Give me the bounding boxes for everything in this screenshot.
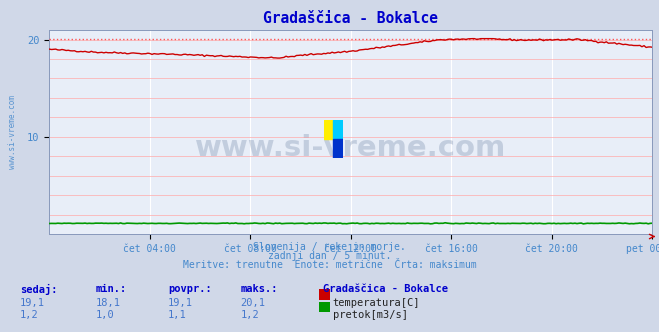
- Text: temperatura[C]: temperatura[C]: [333, 298, 420, 308]
- Text: povpr.:: povpr.:: [168, 284, 212, 294]
- Text: 1,2: 1,2: [241, 310, 259, 320]
- Text: maks.:: maks.:: [241, 284, 278, 294]
- Bar: [333, 138, 343, 158]
- Text: sedaj:: sedaj:: [20, 284, 57, 295]
- Text: zadnji dan / 5 minut.: zadnji dan / 5 minut.: [268, 251, 391, 261]
- Text: Slovenija / reke in morje.: Slovenija / reke in morje.: [253, 242, 406, 252]
- Text: www.si-vreme.com: www.si-vreme.com: [195, 134, 507, 162]
- Text: Meritve: trenutne  Enote: metrične  Črta: maksimum: Meritve: trenutne Enote: metrične Črta: …: [183, 260, 476, 270]
- Text: min.:: min.:: [96, 284, 127, 294]
- Bar: [324, 120, 333, 138]
- Text: 1,0: 1,0: [96, 310, 114, 320]
- Text: Gradaščica - Bokalce: Gradaščica - Bokalce: [323, 284, 448, 294]
- Text: 18,1: 18,1: [96, 298, 121, 308]
- Title: Gradaščica - Bokalce: Gradaščica - Bokalce: [264, 11, 438, 26]
- Text: 19,1: 19,1: [20, 298, 45, 308]
- Text: 19,1: 19,1: [168, 298, 193, 308]
- Text: pretok[m3/s]: pretok[m3/s]: [333, 310, 408, 320]
- Text: 20,1: 20,1: [241, 298, 266, 308]
- Text: 1,2: 1,2: [20, 310, 38, 320]
- Text: 1,1: 1,1: [168, 310, 186, 320]
- Bar: [333, 120, 343, 138]
- Text: www.si-vreme.com: www.si-vreme.com: [7, 95, 16, 169]
